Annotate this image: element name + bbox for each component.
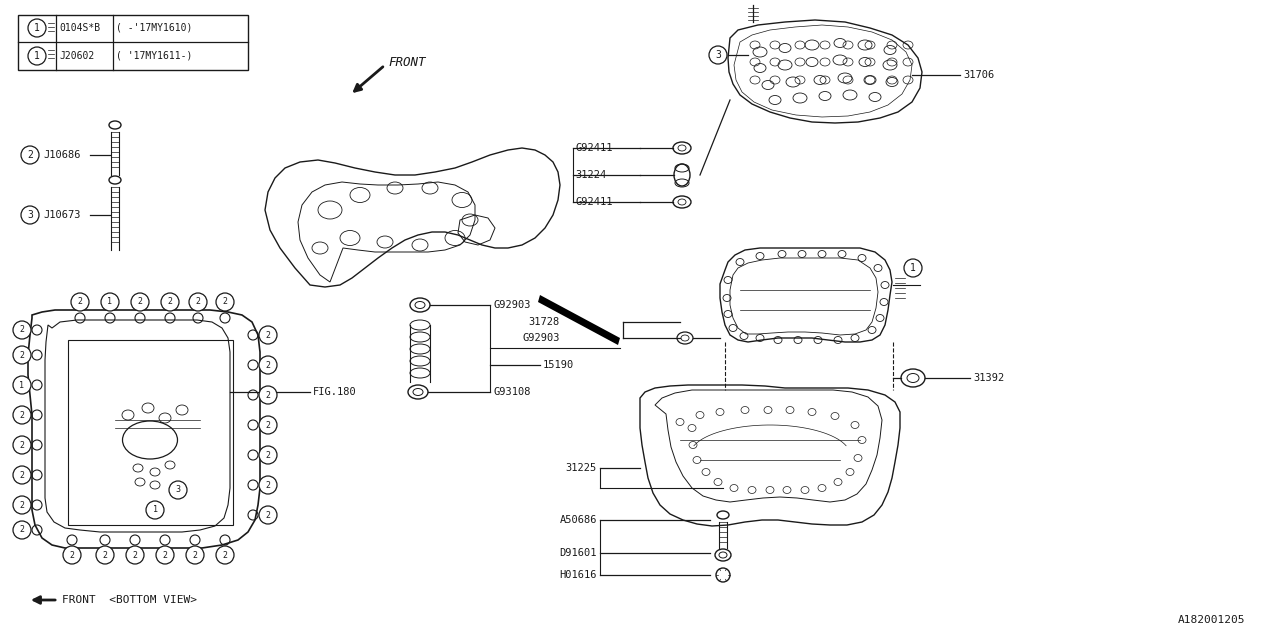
Circle shape bbox=[28, 19, 46, 37]
Circle shape bbox=[13, 521, 31, 539]
Text: FIG.180: FIG.180 bbox=[314, 387, 357, 397]
Text: 31392: 31392 bbox=[973, 373, 1005, 383]
Text: 2: 2 bbox=[192, 550, 197, 559]
Text: FRONT  <BOTTOM VIEW>: FRONT <BOTTOM VIEW> bbox=[61, 595, 197, 605]
Text: ( '17MY1611-): ( '17MY1611-) bbox=[116, 51, 192, 61]
Circle shape bbox=[101, 293, 119, 311]
Text: G92411: G92411 bbox=[575, 143, 613, 153]
Text: 2: 2 bbox=[196, 298, 201, 307]
Bar bbox=[18, 15, 248, 70]
Circle shape bbox=[904, 259, 922, 277]
Text: 1: 1 bbox=[108, 298, 113, 307]
Text: 1: 1 bbox=[910, 263, 916, 273]
Circle shape bbox=[216, 546, 234, 564]
Text: 31706: 31706 bbox=[963, 70, 995, 80]
Text: G92903: G92903 bbox=[522, 333, 561, 343]
Circle shape bbox=[13, 436, 31, 454]
Text: H01616: H01616 bbox=[559, 570, 596, 580]
Text: 2: 2 bbox=[223, 550, 228, 559]
Circle shape bbox=[70, 293, 90, 311]
Text: 2: 2 bbox=[19, 326, 24, 335]
Text: G93108: G93108 bbox=[493, 387, 530, 397]
Circle shape bbox=[13, 496, 31, 514]
Circle shape bbox=[259, 506, 276, 524]
Circle shape bbox=[13, 346, 31, 364]
Text: 1: 1 bbox=[35, 23, 40, 33]
Text: G92903: G92903 bbox=[493, 300, 530, 310]
Text: 2: 2 bbox=[137, 298, 142, 307]
Circle shape bbox=[13, 406, 31, 424]
Text: 2: 2 bbox=[265, 481, 270, 490]
Text: 2: 2 bbox=[19, 470, 24, 479]
Circle shape bbox=[20, 206, 38, 224]
Text: 2: 2 bbox=[265, 451, 270, 460]
Circle shape bbox=[169, 481, 187, 499]
Circle shape bbox=[13, 376, 31, 394]
Circle shape bbox=[259, 446, 276, 464]
Text: 2: 2 bbox=[19, 500, 24, 509]
Bar bbox=[68, 340, 233, 525]
Text: 1: 1 bbox=[152, 506, 157, 515]
Circle shape bbox=[96, 546, 114, 564]
Text: 2: 2 bbox=[168, 298, 173, 307]
Text: 2: 2 bbox=[19, 410, 24, 419]
Circle shape bbox=[146, 501, 164, 519]
Text: 2: 2 bbox=[265, 390, 270, 399]
Text: J10673: J10673 bbox=[44, 210, 81, 220]
Text: J20602: J20602 bbox=[59, 51, 95, 61]
Text: 2: 2 bbox=[27, 150, 33, 160]
Text: FRONT: FRONT bbox=[388, 56, 425, 68]
Circle shape bbox=[13, 321, 31, 339]
Circle shape bbox=[13, 466, 31, 484]
Text: 0104S*B: 0104S*B bbox=[59, 23, 100, 33]
Text: 2: 2 bbox=[78, 298, 82, 307]
Circle shape bbox=[161, 293, 179, 311]
Text: 2: 2 bbox=[19, 440, 24, 449]
Text: 31728: 31728 bbox=[529, 317, 561, 327]
Text: 2: 2 bbox=[19, 525, 24, 534]
Circle shape bbox=[216, 293, 234, 311]
Text: D91601: D91601 bbox=[559, 548, 596, 558]
Circle shape bbox=[131, 293, 148, 311]
Text: ( -'17MY1610): ( -'17MY1610) bbox=[116, 23, 192, 33]
Text: 3: 3 bbox=[716, 50, 721, 60]
Text: 2: 2 bbox=[102, 550, 108, 559]
Text: 2: 2 bbox=[163, 550, 168, 559]
Text: J10686: J10686 bbox=[44, 150, 81, 160]
Text: 2: 2 bbox=[265, 420, 270, 429]
Circle shape bbox=[259, 476, 276, 494]
Text: 15190: 15190 bbox=[543, 360, 575, 370]
Circle shape bbox=[28, 47, 46, 65]
Text: 31225: 31225 bbox=[566, 463, 596, 473]
Circle shape bbox=[259, 386, 276, 404]
Text: 2: 2 bbox=[265, 511, 270, 520]
Circle shape bbox=[259, 356, 276, 374]
Text: 31224: 31224 bbox=[575, 170, 607, 180]
Circle shape bbox=[20, 146, 38, 164]
Text: 2: 2 bbox=[133, 550, 137, 559]
Circle shape bbox=[709, 46, 727, 64]
Text: A50686: A50686 bbox=[559, 515, 596, 525]
Text: 1: 1 bbox=[19, 381, 24, 390]
Text: 2: 2 bbox=[19, 351, 24, 360]
Circle shape bbox=[125, 546, 143, 564]
Text: 1: 1 bbox=[35, 51, 40, 61]
Circle shape bbox=[189, 293, 207, 311]
Polygon shape bbox=[538, 295, 620, 345]
Circle shape bbox=[259, 416, 276, 434]
Text: G92411: G92411 bbox=[575, 197, 613, 207]
Text: 2: 2 bbox=[223, 298, 228, 307]
Text: 2: 2 bbox=[69, 550, 74, 559]
Circle shape bbox=[63, 546, 81, 564]
Circle shape bbox=[259, 326, 276, 344]
Circle shape bbox=[186, 546, 204, 564]
Text: 2: 2 bbox=[265, 330, 270, 339]
Text: 2: 2 bbox=[265, 360, 270, 369]
Text: 3: 3 bbox=[27, 210, 33, 220]
Circle shape bbox=[156, 546, 174, 564]
Text: A182001205: A182001205 bbox=[1178, 615, 1245, 625]
Text: 3: 3 bbox=[175, 486, 180, 495]
